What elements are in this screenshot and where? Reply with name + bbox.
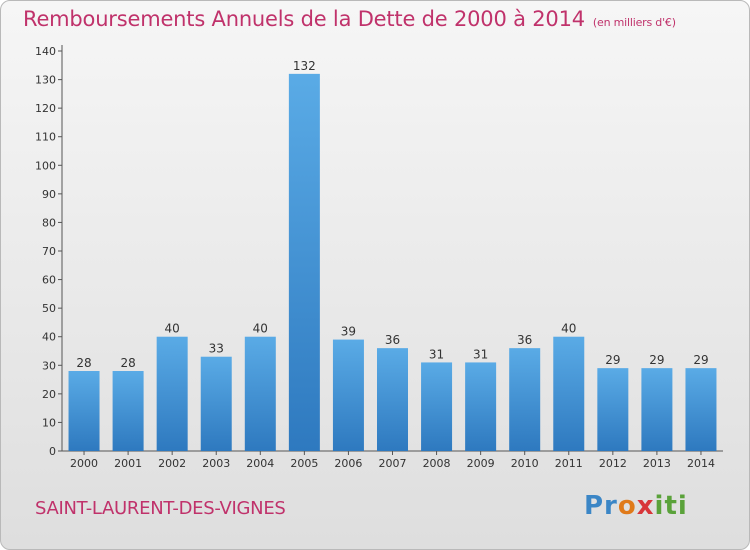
x-tick-label-2012: 2012 (599, 457, 627, 470)
data-label-2001: 28 (120, 356, 135, 370)
x-tick-label-2013: 2013 (643, 457, 671, 470)
x-tick-label-2002: 2002 (158, 457, 186, 470)
bars (68, 73, 717, 451)
x-tick-label-2005: 2005 (290, 457, 318, 470)
bar-2009 (465, 362, 497, 451)
y-tick-label: 30 (42, 359, 56, 372)
x-tick-label-2003: 2003 (202, 457, 230, 470)
x-tick-label-2011: 2011 (555, 457, 583, 470)
y-tick-label: 10 (42, 416, 56, 429)
proxiti-logo[interactable]: Proxiti (584, 491, 688, 521)
data-label-2005: 132 (293, 59, 316, 73)
data-label-2014: 29 (693, 353, 708, 367)
y-tick-label: 40 (42, 331, 56, 344)
bar-2013 (641, 368, 673, 451)
data-label-2006: 39 (341, 325, 356, 339)
y-tick-label: 110 (35, 131, 56, 144)
y-tick-label: 20 (42, 388, 56, 401)
x-tick-label-2008: 2008 (423, 457, 451, 470)
data-label-2008: 31 (429, 347, 444, 361)
y-tick-label: 140 (35, 45, 56, 58)
y-axis: 0 10 20 30 40 50 60 70 80 90 100 110 120 130 140 (35, 45, 63, 458)
y-tick-label: 0 (49, 445, 56, 458)
x-tick-label-2000: 2000 (70, 457, 98, 470)
data-label-2007: 36 (385, 333, 400, 347)
data-label-2012: 29 (605, 353, 620, 367)
bar-2005 (288, 73, 320, 451)
data-label-2009: 31 (473, 347, 488, 361)
data-label-2003: 33 (209, 342, 224, 356)
commune-name: SAINT-LAURENT-DES-VIGNES (35, 498, 286, 519)
x-tick-label-2014: 2014 (687, 457, 715, 470)
chart-title-text: Remboursements Annuels de la Dette de 20… (23, 7, 585, 31)
data-label-2002: 40 (165, 322, 180, 336)
y-tick-label: 100 (35, 159, 56, 172)
bar-2011 (553, 336, 585, 451)
bar-2012 (597, 368, 629, 451)
chart-subtitle: (en milliers d'€) (592, 16, 676, 29)
data-label-2011: 40 (561, 322, 576, 336)
x-tick-label-2004: 2004 (246, 457, 274, 470)
bar-2002 (156, 336, 188, 451)
y-tick-label: 60 (42, 274, 56, 287)
y-tick-label: 80 (42, 216, 56, 229)
bar-2003 (200, 356, 232, 451)
bar-2000 (68, 371, 100, 451)
y-tick-label: 120 (35, 102, 56, 115)
y-tick-label: 130 (35, 74, 56, 87)
y-tick-label: 70 (42, 245, 56, 258)
x-axis: 2000 2001 2002 2003 2004 2005 2006 2007 2008 2009… (62, 450, 723, 470)
x-tick-label-2006: 2006 (334, 457, 362, 470)
data-label-2010: 36 (517, 333, 532, 347)
x-tick-label-2010: 2010 (511, 457, 539, 470)
y-tick-label: 90 (42, 188, 56, 201)
x-tick-label-2001: 2001 (114, 457, 142, 470)
bar-2007 (377, 348, 408, 451)
data-labels: 28 28 40 33 40 132 39 36 31 31 36 40 29 29 29 (76, 59, 708, 370)
x-tick-label-2009: 2009 (467, 457, 495, 470)
bar-2014 (685, 368, 717, 451)
bar-2010 (509, 348, 541, 451)
data-label-2000: 28 (76, 356, 91, 370)
x-tick-label-2007: 2007 (379, 457, 407, 470)
chart-title: Remboursements Annuels de la Dette de 20… (23, 7, 676, 31)
y-tick-label: 50 (42, 302, 56, 315)
bar-2008 (421, 362, 453, 451)
data-label-2013: 29 (649, 353, 664, 367)
bar-2004 (244, 336, 276, 451)
data-label-2004: 40 (253, 322, 268, 336)
bar-2006 (332, 339, 364, 451)
bar-2001 (112, 371, 144, 451)
